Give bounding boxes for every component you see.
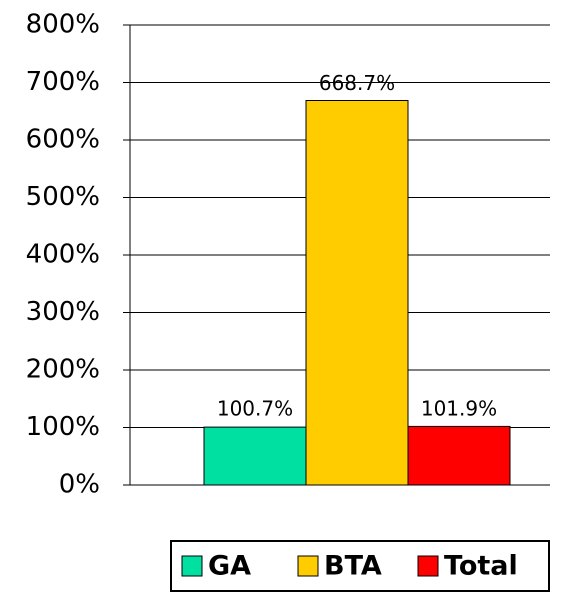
y-tick-label: 400% (26, 240, 100, 270)
data-label: 668.7% (319, 71, 395, 95)
legend-label: Total (444, 551, 518, 582)
y-tick-label: 100% (26, 412, 100, 442)
legend-swatch (417, 555, 439, 577)
bar (203, 426, 307, 486)
y-tick-label: 800% (26, 10, 100, 40)
y-tick-label: 200% (26, 355, 100, 385)
legend-swatch (297, 555, 319, 577)
legend-label: BTA (324, 551, 382, 582)
legend-swatch (181, 555, 203, 577)
y-tick-label: 600% (26, 125, 100, 155)
y-tick-label: 0% (59, 470, 100, 500)
y-tick-label: 300% (26, 297, 100, 327)
bar (407, 425, 511, 486)
legend-box (170, 540, 550, 592)
legend-label: GA (208, 551, 251, 582)
data-label: 101.9% (421, 397, 497, 421)
data-label: 100.7% (217, 397, 293, 421)
y-tick-label: 700% (26, 67, 100, 97)
bar (305, 99, 409, 486)
y-tick-label: 500% (26, 182, 100, 212)
